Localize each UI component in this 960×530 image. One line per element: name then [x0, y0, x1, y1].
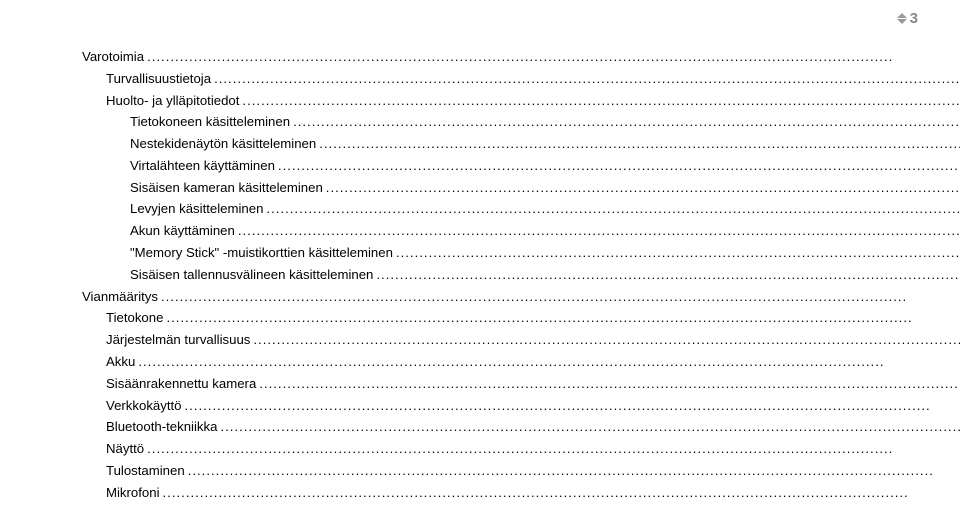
toc-leader-dots: [220, 416, 960, 438]
toc-entry[interactable]: Sisäisen kameran käsitteleminen87: [82, 177, 960, 199]
toc-label: Turvallisuustietoja: [106, 68, 211, 90]
toc-leader-dots: [278, 155, 960, 177]
toc-leader-dots: [238, 220, 960, 242]
toc-label: Bluetooth-tekniikka: [106, 416, 217, 438]
toc-label: Verkkokäyttö: [106, 395, 182, 417]
toc-entry[interactable]: Vianmääritys92: [82, 286, 960, 308]
toc-label: Näyttö: [106, 438, 144, 460]
toc-entry[interactable]: Bluetooth-tekniikka108: [82, 416, 960, 438]
toc-entry[interactable]: Huolto- ja ylläpitotiedot82: [82, 90, 960, 112]
toc-label: Levyjen käsitteleminen: [130, 198, 263, 220]
toc-label: Tietokone: [106, 307, 163, 329]
toc-label: Vianmääritys: [82, 286, 158, 308]
toc-entry[interactable]: Sisäänrakennettu kamera103: [82, 373, 960, 395]
toc-entry[interactable]: Akun käyttäminen89: [82, 220, 960, 242]
toc-leader-dots: [161, 286, 960, 308]
arrow-up-icon: [897, 13, 907, 18]
toc-label: "Memory Stick" -muistikorttien käsittele…: [130, 242, 393, 264]
toc-entry[interactable]: Nestekidenäytön käsitteleminen85: [82, 133, 960, 155]
toc-leader-dots: [326, 177, 960, 199]
toc-label: Nestekidenäytön käsitteleminen: [130, 133, 316, 155]
toc-leader-dots: [138, 351, 960, 373]
toc-leader-dots: [214, 68, 960, 90]
toc-label: Akku: [106, 351, 135, 373]
toc-columns: Varotoimia78Turvallisuustietoja79Huolto-…: [82, 46, 898, 503]
arrow-down-icon: [897, 19, 907, 24]
toc-page: 3 Varotoimia78Turvallisuustietoja79Huolt…: [0, 0, 960, 530]
toc-entry[interactable]: Tietokone93: [82, 307, 960, 329]
toc-leader-dots: [163, 482, 960, 504]
toc-label: Sisäisen kameran käsitteleminen: [130, 177, 323, 199]
toc-entry[interactable]: "Memory Stick" -muistikorttien käsittele…: [82, 242, 960, 264]
toc-label: Sisäisen tallennusvälineen käsittelemine…: [130, 264, 373, 286]
toc-entry[interactable]: Virtalähteen käyttäminen86: [82, 155, 960, 177]
toc-leader-dots: [188, 460, 960, 482]
toc-entry[interactable]: Sisäisen tallennusvälineen käsittelemine…: [82, 264, 960, 286]
toc-label: Sisäänrakennettu kamera: [106, 373, 256, 395]
toc-entry[interactable]: Varotoimia78: [82, 46, 960, 68]
toc-entry[interactable]: Levyjen käsitteleminen88: [82, 198, 960, 220]
toc-label: Tulostaminen: [106, 460, 185, 482]
toc-entry[interactable]: Järjestelmän turvallisuus100: [82, 329, 960, 351]
toc-leader-dots: [266, 198, 960, 220]
toc-column-left: Varotoimia78Turvallisuustietoja79Huolto-…: [82, 46, 960, 503]
page-number-box: 3: [897, 10, 918, 27]
toc-entry[interactable]: Mikrofoni117: [82, 482, 960, 504]
toc-leader-dots: [319, 133, 960, 155]
toc-entry[interactable]: Akku101: [82, 351, 960, 373]
toc-label: Tietokoneen käsitteleminen: [130, 111, 290, 133]
toc-label: Akun käyttäminen: [130, 220, 235, 242]
toc-label: Järjestelmän turvallisuus: [106, 329, 250, 351]
toc-leader-dots: [396, 242, 960, 264]
toc-leader-dots: [376, 264, 960, 286]
toc-entry[interactable]: Tulostaminen116: [82, 460, 960, 482]
toc-label: Huolto- ja ylläpitotiedot: [106, 90, 239, 112]
toc-entry[interactable]: Tietokoneen käsitteleminen83: [82, 111, 960, 133]
toc-entry[interactable]: Verkkokäyttö105: [82, 395, 960, 417]
toc-entry[interactable]: Turvallisuustietoja79: [82, 68, 960, 90]
toc-leader-dots: [147, 46, 960, 68]
toc-leader-dots: [293, 111, 960, 133]
toc-leader-dots: [166, 307, 960, 329]
toc-leader-dots: [242, 90, 960, 112]
toc-leader-dots: [147, 438, 960, 460]
toc-entry[interactable]: Näyttö112: [82, 438, 960, 460]
toc-leader-dots: [185, 395, 960, 417]
page-nav-arrows: [897, 13, 907, 24]
toc-label: Mikrofoni: [106, 482, 160, 504]
toc-leader-dots: [253, 329, 960, 351]
toc-label: Varotoimia: [82, 46, 144, 68]
toc-leader-dots: [259, 373, 960, 395]
toc-label: Virtalähteen käyttäminen: [130, 155, 275, 177]
page-number: 3: [910, 10, 918, 27]
